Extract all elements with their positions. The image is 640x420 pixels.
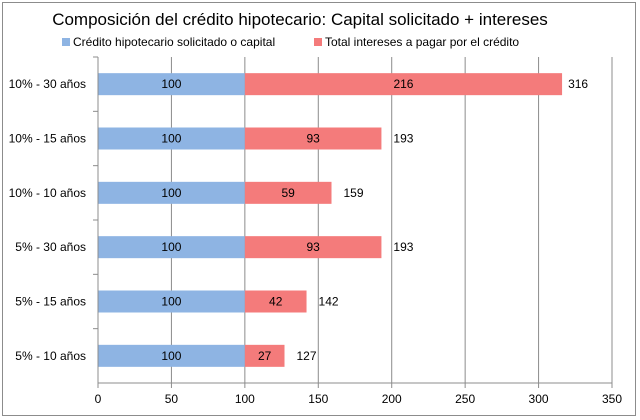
x-tick-label: 150 [308,392,328,406]
data-label-capital: 100 [161,240,181,254]
data-label-total: 193 [393,132,413,146]
data-label-capital: 100 [161,77,181,91]
bar-intereses [244,290,307,313]
bar-capital [98,127,245,150]
data-label-intereses: 93 [306,132,320,146]
bar-capital [98,73,245,96]
data-label-capital: 100 [161,132,181,146]
data-label-total: 193 [393,240,413,254]
bar-intereses [244,127,382,150]
data-label-total: 127 [297,349,317,363]
gridlines [170,57,613,383]
data-label-intereses: 216 [393,77,413,91]
legend-swatch-intereses [314,38,322,46]
category-label: 10% - 30 años [9,77,86,91]
data-label-intereses: 27 [258,349,272,363]
x-tick-label: 0 [95,392,102,406]
bar-capital [98,290,245,313]
category-label: 10% - 15 años [9,132,86,146]
bar-intereses [244,181,332,204]
legend-label-capital: Crédito hipotecario solicitado o capital [73,35,275,49]
data-label-total: 159 [344,186,364,200]
category-label: 10% - 10 años [9,186,86,200]
bar-intereses [244,236,382,259]
chart-title: Composición del crédito hipotecario: Cap… [52,10,548,29]
data-label-capital: 100 [161,186,181,200]
labels: 0 50 100 150 200 250 300 350 10% - 30 años 100 216… [9,77,623,406]
data-label-total: 142 [319,295,339,309]
axes [93,56,613,388]
bar-capital [98,344,245,367]
bar-intereses [244,344,285,367]
bar-capital [98,181,245,204]
legend-label-intereses: Total intereses a pagar por el crédito [325,35,519,49]
data-label-total: 316 [568,77,588,91]
x-tick-label: 100 [235,392,255,406]
x-tick-label: 200 [382,392,402,406]
data-label-intereses: 59 [282,186,296,200]
legend-swatch-capital [62,38,70,46]
category-label: 5% - 15 años [15,295,86,309]
bars [98,73,563,367]
category-label: 5% - 10 años [15,349,86,363]
data-label-intereses: 42 [269,295,283,309]
data-label-capital: 100 [161,349,181,363]
bar-capital [98,236,245,259]
category-label: 5% - 30 años [15,240,86,254]
legend: Crédito hipotecario solicitado o capital… [62,35,519,49]
data-label-capital: 100 [161,295,181,309]
x-tick-label: 250 [455,392,475,406]
x-tick-label: 300 [529,392,549,406]
data-label-intereses: 93 [306,240,320,254]
x-tick-label: 50 [165,392,179,406]
bar-intereses [244,73,563,96]
x-tick-label: 350 [602,392,622,406]
